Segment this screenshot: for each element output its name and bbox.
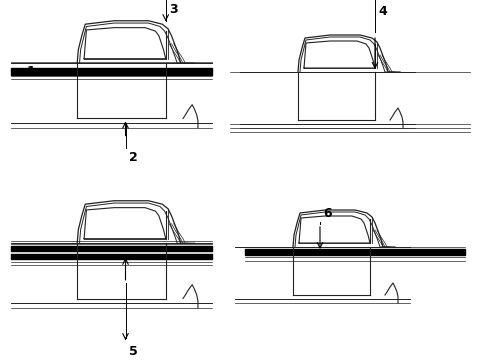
Text: 1: 1 (27, 65, 36, 78)
Text: 4: 4 (378, 5, 387, 18)
Text: 5: 5 (128, 345, 137, 358)
Text: 2: 2 (128, 151, 137, 164)
Text: 6: 6 (323, 207, 332, 220)
Text: 3: 3 (169, 3, 177, 16)
